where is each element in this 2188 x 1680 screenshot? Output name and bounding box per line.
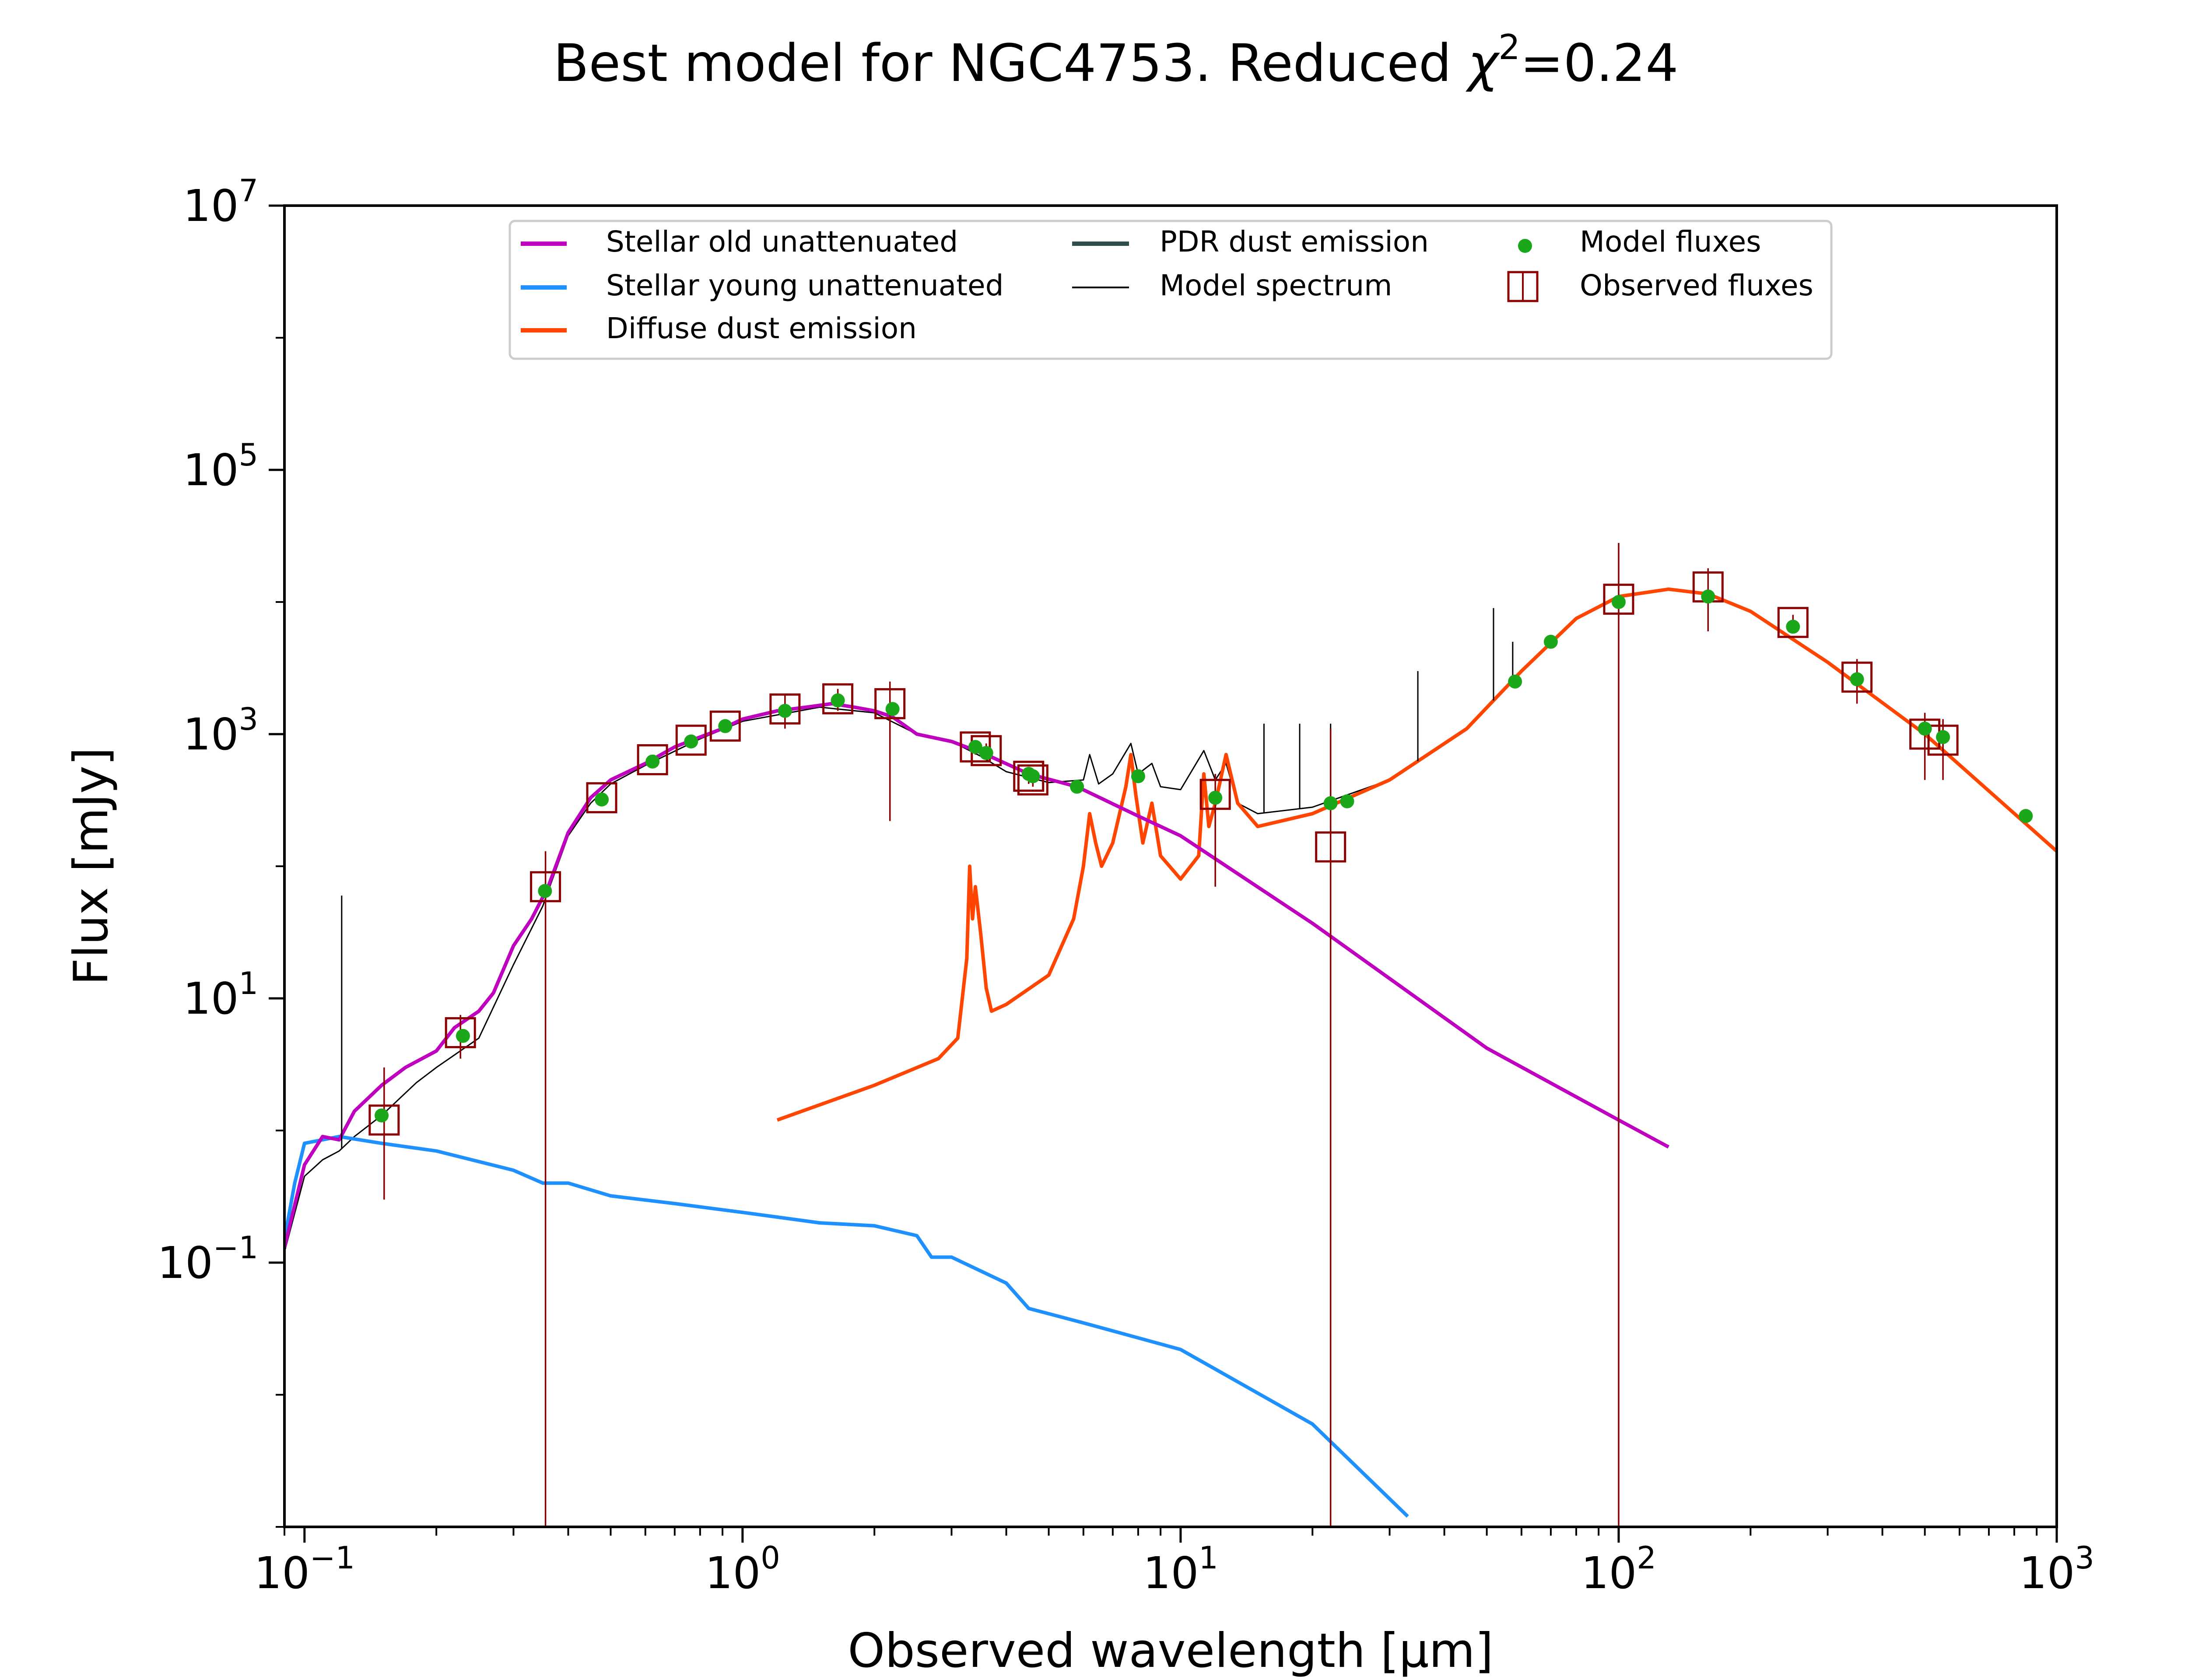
y-tick-label: 101 xyxy=(183,966,258,1024)
model-flux-point xyxy=(1850,672,1864,686)
y-axis-label: Flux [mJy] xyxy=(64,747,119,985)
legend-label-stellar-young: Stellar young unattenuated xyxy=(606,269,1004,302)
series-line-diffuse-dust-emission xyxy=(776,587,2057,1122)
x-tick-label: 100 xyxy=(705,1540,780,1599)
observed-flux-marker xyxy=(1927,724,1959,756)
model-flux-point xyxy=(1936,730,1950,744)
model-flux-point xyxy=(375,1108,389,1123)
legend-label-stellar-old: Stellar old unattenuated xyxy=(606,225,958,259)
legend-label-observed-fluxes: Observed fluxes xyxy=(1580,269,1813,302)
model-flux-point xyxy=(684,734,698,749)
model-flux-point xyxy=(538,884,552,898)
model-flux-point xyxy=(718,719,733,733)
observed-flux-marker xyxy=(960,731,991,763)
plot-area xyxy=(283,204,2058,1528)
chart-title: Best model for NGC4753. Reduced χ2=0.24 xyxy=(554,28,1679,93)
legend-label-model-spectrum: Model spectrum xyxy=(1160,269,1392,302)
series-line-stellar-young-unattenuated xyxy=(284,1134,1409,1518)
model-flux-point xyxy=(1026,769,1040,784)
y-tick-label: 105 xyxy=(183,437,258,496)
legend-label-pdr-dust: PDR dust emission xyxy=(1160,225,1429,259)
model-flux-point xyxy=(1918,721,1932,736)
observed-flux-marker xyxy=(368,1104,400,1136)
model-flux-point xyxy=(778,704,792,718)
data-layer xyxy=(284,542,2057,1527)
x-tick-label: 10−1 xyxy=(254,1540,355,1599)
legend: Stellar old unattenuated Stellar young u… xyxy=(508,220,1833,360)
observed-flux-marker xyxy=(1777,607,1809,638)
x-axis-label: Observed wavelength [μm] xyxy=(848,1624,1494,1678)
observed-flux-marker xyxy=(530,871,561,903)
observed-flux-marker xyxy=(1013,760,1045,792)
observed-flux-marker xyxy=(637,744,668,776)
observed-flux-marker xyxy=(1017,764,1048,796)
y-tick-label: 107 xyxy=(183,173,258,231)
model-flux-point xyxy=(885,702,900,716)
x-tick-label: 103 xyxy=(2019,1540,2094,1599)
model-flux-point xyxy=(968,740,982,754)
observed-flux-marker xyxy=(1315,831,1346,863)
legend-label-diffuse-dust: Diffuse dust emission xyxy=(606,312,917,345)
model-flux-point xyxy=(1208,791,1223,805)
observed-flux-marker xyxy=(769,693,801,725)
model-flux-point xyxy=(1508,674,1522,689)
x-axis: 10−1 100 101 102 103 xyxy=(254,1527,2094,1599)
model-flux-point xyxy=(1340,794,1354,808)
legend-box xyxy=(508,220,1833,360)
series-line-stellar-old-unattenuated xyxy=(284,702,1669,1248)
observed-flux-marker xyxy=(445,1017,476,1048)
observed-flux-marker xyxy=(675,724,707,756)
model-flux-point xyxy=(1070,780,1084,794)
x-tick-label: 102 xyxy=(1581,1540,1656,1599)
x-tick-label: 101 xyxy=(1143,1540,1218,1599)
y-tick-label: 103 xyxy=(183,701,258,760)
observed-flux-marker xyxy=(709,710,741,742)
model-flux-point xyxy=(1611,595,1626,609)
legend-swatch-model-fluxes xyxy=(1518,239,1532,253)
model-flux-point xyxy=(645,754,660,769)
observed-flux-marker xyxy=(874,688,906,719)
model-flux-point xyxy=(1701,589,1715,604)
y-tick-label: 10−1 xyxy=(158,1230,258,1288)
model-flux-point xyxy=(595,792,609,807)
observed-flux-marker xyxy=(1841,662,1873,693)
model-flux-point xyxy=(979,746,993,760)
legend-label-model-fluxes: Model fluxes xyxy=(1580,225,1761,259)
model-flux-point xyxy=(456,1029,470,1043)
model-flux-point xyxy=(1543,634,1558,649)
observed-flux-marker xyxy=(1603,584,1634,615)
model-flux-point xyxy=(1786,620,1800,634)
model-flux-point xyxy=(1323,796,1338,810)
model-flux-point xyxy=(1131,769,1145,784)
observed-flux-marker xyxy=(586,782,617,813)
model-flux-point xyxy=(831,693,845,707)
observed-flux-marker xyxy=(822,683,854,714)
model-flux-point xyxy=(2019,809,2033,823)
observed-flux-marker xyxy=(1199,779,1231,810)
y-axis: 10−1 101 103 105 107 xyxy=(158,173,284,1528)
